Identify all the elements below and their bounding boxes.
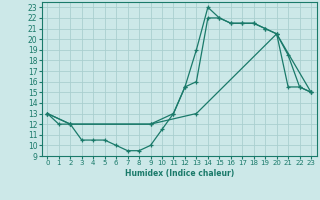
X-axis label: Humidex (Indice chaleur): Humidex (Indice chaleur)	[124, 169, 234, 178]
